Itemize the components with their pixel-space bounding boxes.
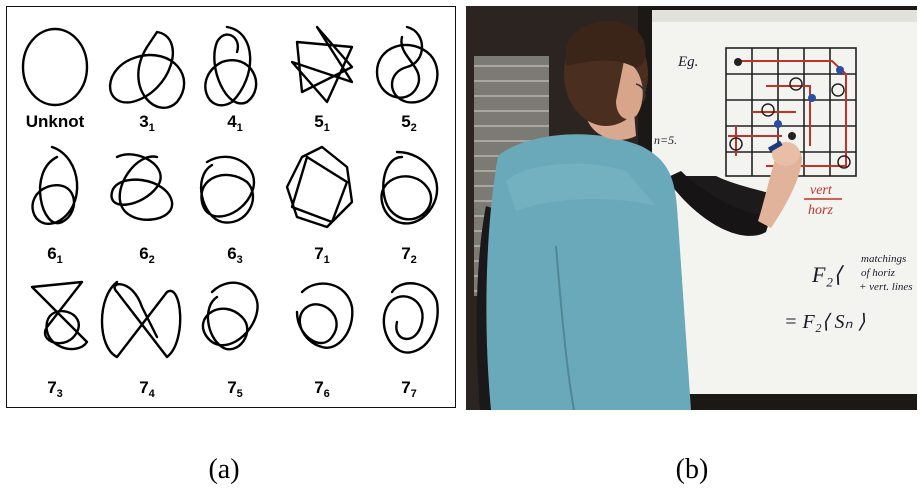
red-matching-lines [728,60,847,167]
knot-7-2 [380,150,439,225]
whiteboard-photo: Eg. n=5. vert horz matchings of horiz + … [466,6,917,410]
knot-7-7 [382,282,439,354]
board-matchings: matchings [861,253,906,265]
paper-top-binding [652,10,917,22]
person-figure [476,20,802,410]
knot-label: 41 [227,112,243,134]
knot-label: Unknot [26,112,85,131]
knot-5-1 [290,25,354,104]
caption-b: (b) [675,454,709,485]
knot-label: 52 [401,112,417,134]
board-eg: Eg. [677,54,698,70]
board-vert-lines: + vert. lines [859,281,913,293]
knot-label: 77 [401,378,417,400]
knot-label: 75 [227,378,243,400]
board-of-horiz: of horiz [861,267,896,279]
knot-label: 61 [47,244,63,266]
knot-label: 72 [401,244,417,266]
board-formula-2: = F₂⟨ Sₙ ⟩ [784,311,865,333]
grid-markers [708,58,851,188]
board-vert: vert [810,183,833,198]
knot-5-2 [375,25,439,104]
knot-7-6 [295,282,354,349]
knot-label: 73 [47,378,63,400]
knot-7-3 [30,280,89,351]
knot-6-3 [199,155,256,224]
knot-table-panel: Unknot 31 41 51 52 61 62 63 71 72 [6,6,456,408]
photo-scene: Eg. n=5. vert horz matchings of horiz + … [466,6,917,410]
knot-label: 71 [314,244,330,266]
knot-label: 63 [227,244,243,266]
knot-7-5 [201,281,259,351]
board-formula-1: F₂⟨ [811,262,844,287]
knot-label: 74 [139,378,155,400]
knot-4-1 [204,25,258,107]
knot-label: 76 [314,378,330,400]
knot-7-1 [285,145,354,229]
knot-7-4 [100,280,182,359]
knot-unknot [21,27,89,107]
grid-diagram [725,47,857,177]
knot-label: 31 [139,112,155,134]
knot-3-1 [108,30,186,109]
knot-6-1 [31,145,79,225]
knot-label: 62 [139,244,155,266]
knot-6-2 [110,153,174,221]
caption-a: (a) [208,454,240,485]
knot-table: Unknot 31 41 51 52 61 62 63 71 72 [21,25,439,400]
board-horz: horz [808,203,833,218]
knot-label: 51 [314,112,330,134]
board-n-label: n=5. [654,133,677,147]
